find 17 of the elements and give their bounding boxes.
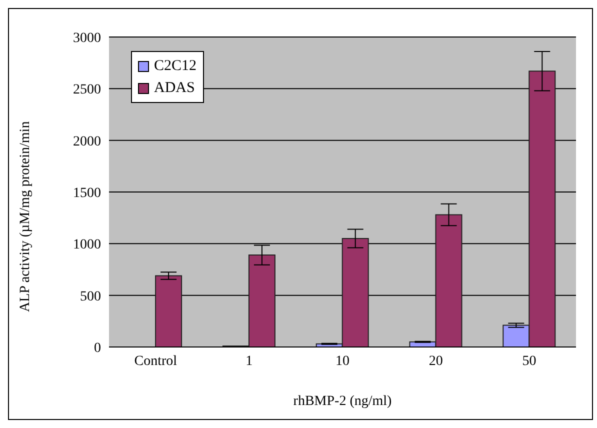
y-tick-label: 2500 xyxy=(73,82,101,98)
x-axis-title: rhBMP-2 (ng/ml) xyxy=(293,394,392,409)
x-tick-label: 50 xyxy=(522,354,536,369)
y-tick-label: 3000 xyxy=(73,30,101,46)
y-axis-title: ALP activity (µM/mg protein/min xyxy=(18,121,33,312)
x-tick-label: 1 xyxy=(246,354,253,369)
x-tick-label: 20 xyxy=(428,354,443,369)
legend-label: ADAS xyxy=(154,79,195,98)
y-tick-label: 2000 xyxy=(73,134,101,150)
y-tick-label: 500 xyxy=(80,289,101,304)
y-tick-label: 0 xyxy=(94,340,101,356)
x-tick-label: 10 xyxy=(336,354,350,369)
legend-label: C2C12 xyxy=(154,57,197,76)
bar xyxy=(155,275,182,347)
y-tick-label: 1500 xyxy=(73,186,101,201)
x-tick-label: Control xyxy=(134,354,178,369)
y-tick-label: 1000 xyxy=(73,238,101,253)
